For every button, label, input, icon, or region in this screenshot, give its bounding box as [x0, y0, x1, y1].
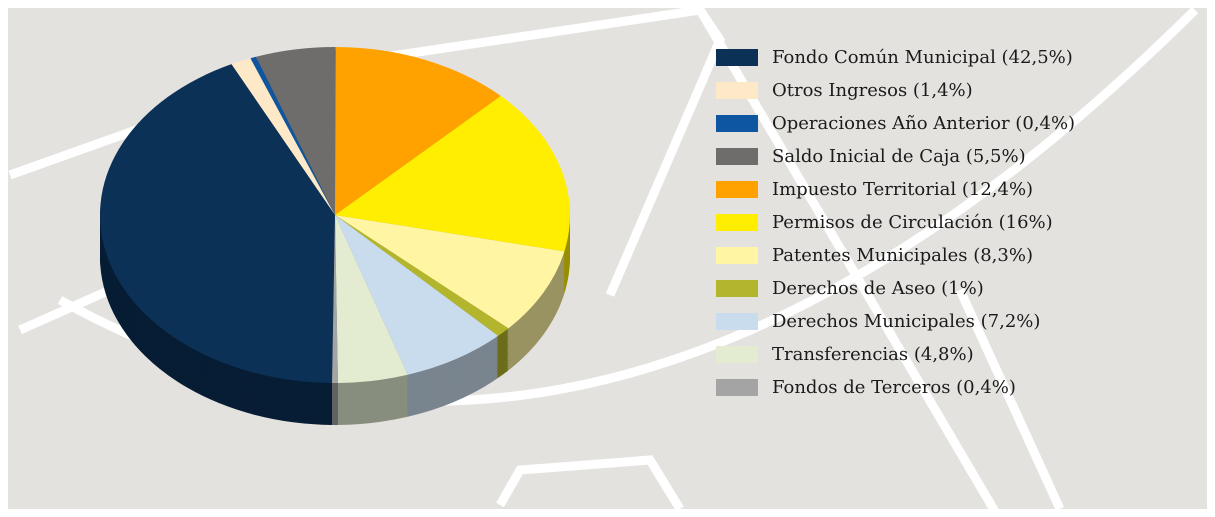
slice — [335, 95, 570, 252]
slice — [100, 64, 335, 383]
pie — [99, 47, 570, 425]
slice — [231, 58, 335, 216]
legend-label: Impuesto Territorial (12,4%) — [772, 179, 1033, 200]
legend-label: Permisos de Circulación (16%) — [772, 212, 1053, 233]
slice — [335, 215, 408, 383]
slice — [250, 56, 335, 216]
legend-swatch — [716, 247, 758, 264]
legend-swatch — [716, 379, 758, 396]
legend-label: Derechos de Aseo (1%) — [772, 278, 984, 299]
slice — [335, 215, 499, 375]
legend-label: Saldo Inicial de Caja (5,5%) — [772, 146, 1026, 167]
slice — [335, 215, 565, 329]
slice — [335, 47, 501, 215]
legend-swatch — [716, 280, 758, 297]
legend-label: Operaciones Año Anterior (0,4%) — [772, 113, 1075, 134]
legend-swatch — [716, 313, 758, 330]
legend-label: Fondos de Terceros (0,4%) — [772, 377, 1016, 398]
legend-label: Fondo Común Municipal (42,5%) — [772, 47, 1073, 68]
legend-label: Patentes Municipales (8,3%) — [772, 245, 1033, 266]
legend-swatch — [716, 115, 758, 132]
legend-swatch — [716, 49, 758, 66]
legend-swatch — [716, 148, 758, 165]
legend-label: Otros Ingresos (1,4%) — [772, 80, 973, 101]
slice — [332, 215, 338, 383]
legend-label: Derechos Municipales (7,2%) — [772, 311, 1040, 332]
legend-swatch — [716, 346, 758, 363]
legend-label: Transferencias (4,8%) — [772, 344, 974, 365]
slice — [335, 215, 509, 336]
legend: Fondo Común Municipal (42,5%) Otros Ingre… — [716, 47, 1075, 398]
legend-swatch — [716, 82, 758, 99]
slice — [256, 47, 336, 215]
legend-swatch — [716, 181, 758, 198]
legend-swatch — [716, 214, 758, 231]
